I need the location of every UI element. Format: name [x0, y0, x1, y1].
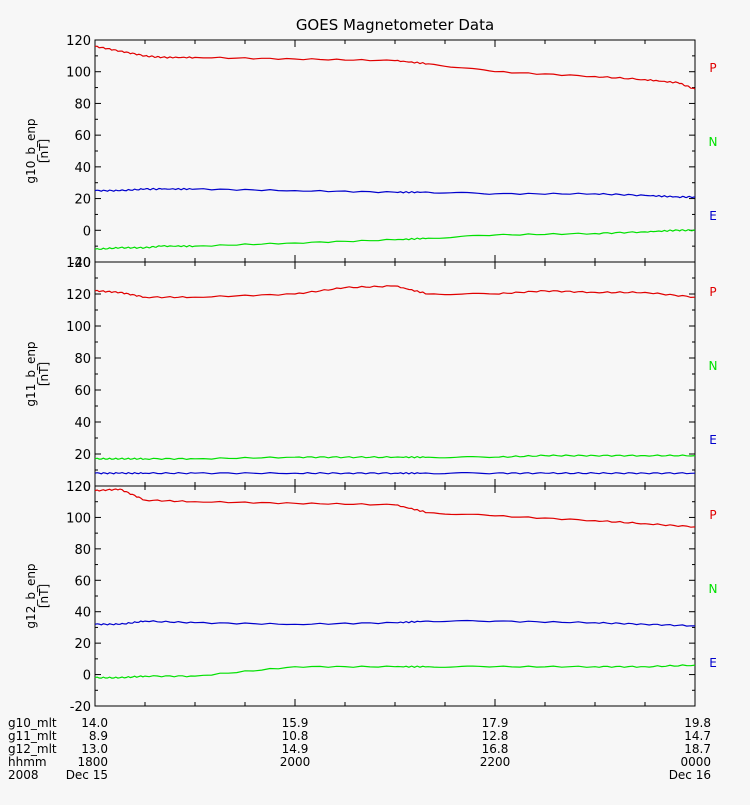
panel-1-yunit: [nT] — [37, 139, 51, 163]
x-row-value: 16.8 — [482, 742, 509, 756]
x-row-value: 14.7 — [684, 729, 711, 743]
x-row-value: 19.8 — [684, 716, 711, 730]
panel-1-series-n-label: N — [709, 135, 718, 149]
panel-2-series-n-line — [94, 454, 696, 461]
panel-1-ytick-label: -20 — [70, 256, 91, 271]
panel-2-series-e-line — [94, 471, 696, 475]
panel-2-yunit: [nT] — [37, 362, 51, 386]
panel-3-ytick-label: 60 — [74, 574, 91, 589]
panel-1-ytick-label: 120 — [66, 34, 91, 49]
panel-1-ytick-label: 80 — [74, 97, 91, 112]
x-row-value: Dec 15 — [66, 768, 108, 782]
panel-2-ytick-label: 0 — [83, 480, 91, 495]
panel-2-ylabel: g11_b_enp — [24, 341, 38, 406]
x-row-label: g11_mlt — [8, 729, 57, 743]
panel-1-series-p-line — [94, 45, 696, 90]
panel-2-series-p-label: P — [709, 285, 716, 299]
panel-2-series-n-label: N — [709, 359, 718, 373]
panel-2-ytick-label: 100 — [66, 320, 91, 335]
x-row-value: 2000 — [280, 755, 311, 769]
panel-1-ytick-label: 0 — [83, 224, 91, 239]
x-row-value: 1800 — [77, 755, 108, 769]
panel-2-ytick-label: 20 — [74, 448, 91, 463]
panel-3-yunit: [nT] — [37, 584, 51, 608]
panel-3-ytick-label: -20 — [70, 700, 91, 715]
chart-title: GOES Magnetometer Data — [296, 16, 494, 34]
x-row-value: 15.9 — [282, 716, 309, 730]
panel-3-ytick-label: 40 — [74, 606, 91, 621]
panel-1-ytick-label: 20 — [74, 193, 91, 208]
panel-3-series-e-label: E — [709, 656, 717, 670]
panel-3-series-p-label: P — [709, 508, 716, 522]
panel-3-ytick-label: 20 — [74, 637, 91, 652]
panel-3-series-p-line — [94, 488, 696, 528]
x-row-value: 8.9 — [89, 729, 108, 743]
x-row-value: 12.8 — [482, 729, 509, 743]
x-row-value: 14.0 — [81, 716, 108, 730]
panel-3-series-e-line — [94, 619, 696, 627]
x-row-value: 10.8 — [282, 729, 309, 743]
x-row-label: g12_mlt — [8, 742, 57, 756]
panel-3-ytick-label: 0 — [83, 669, 91, 684]
panel-2-frame — [94, 261, 696, 487]
x-row-label: hhmm — [8, 755, 47, 769]
x-row-value: 14.9 — [282, 742, 309, 756]
panel-3-series-n-line — [94, 664, 696, 679]
x-row-value: 2200 — [480, 755, 511, 769]
x-row-label: 2008 — [8, 768, 39, 782]
panel-2-series-p-line — [94, 285, 696, 299]
panel-2-ytick-label: 120 — [66, 288, 91, 303]
panel-3-ytick-label: 80 — [74, 543, 91, 558]
x-row-value: 13.0 — [81, 742, 108, 756]
x-row-value: 17.9 — [482, 716, 509, 730]
panel-1-series-e-line — [94, 187, 696, 199]
panel-1-series-e-label: E — [709, 209, 717, 223]
panel-2-ytick-label: 40 — [74, 416, 91, 431]
x-row-label: g10_mlt — [8, 716, 57, 730]
panel-2-ytick-label: 60 — [74, 384, 91, 399]
panel-1-series-n-line — [94, 229, 696, 250]
panel-3-series-n-label: N — [709, 582, 718, 596]
panel-3-ylabel: g12_b_enp — [24, 563, 38, 628]
panel-2-ytick-label: 80 — [74, 352, 91, 367]
panel-1-ytick-label: 60 — [74, 129, 91, 144]
panel-3-frame — [94, 485, 696, 707]
x-row-value: 18.7 — [684, 742, 711, 756]
panel-1-ytick-label: 100 — [66, 66, 91, 81]
panel-2-series-e-label: E — [709, 433, 717, 447]
panel-3-ytick-label: 120 — [66, 480, 91, 495]
panel-3-ytick-label: 100 — [66, 511, 91, 526]
x-row-value: Dec 16 — [669, 768, 711, 782]
x-row-value: 0000 — [680, 755, 711, 769]
panel-1-series-p-label: P — [709, 61, 716, 75]
panel-1-ylabel: g10_b_enp — [24, 118, 38, 183]
panel-2-ytick-label: 140 — [66, 256, 91, 271]
panel-1-frame — [94, 39, 696, 263]
panel-1-ytick-label: 40 — [74, 161, 91, 176]
